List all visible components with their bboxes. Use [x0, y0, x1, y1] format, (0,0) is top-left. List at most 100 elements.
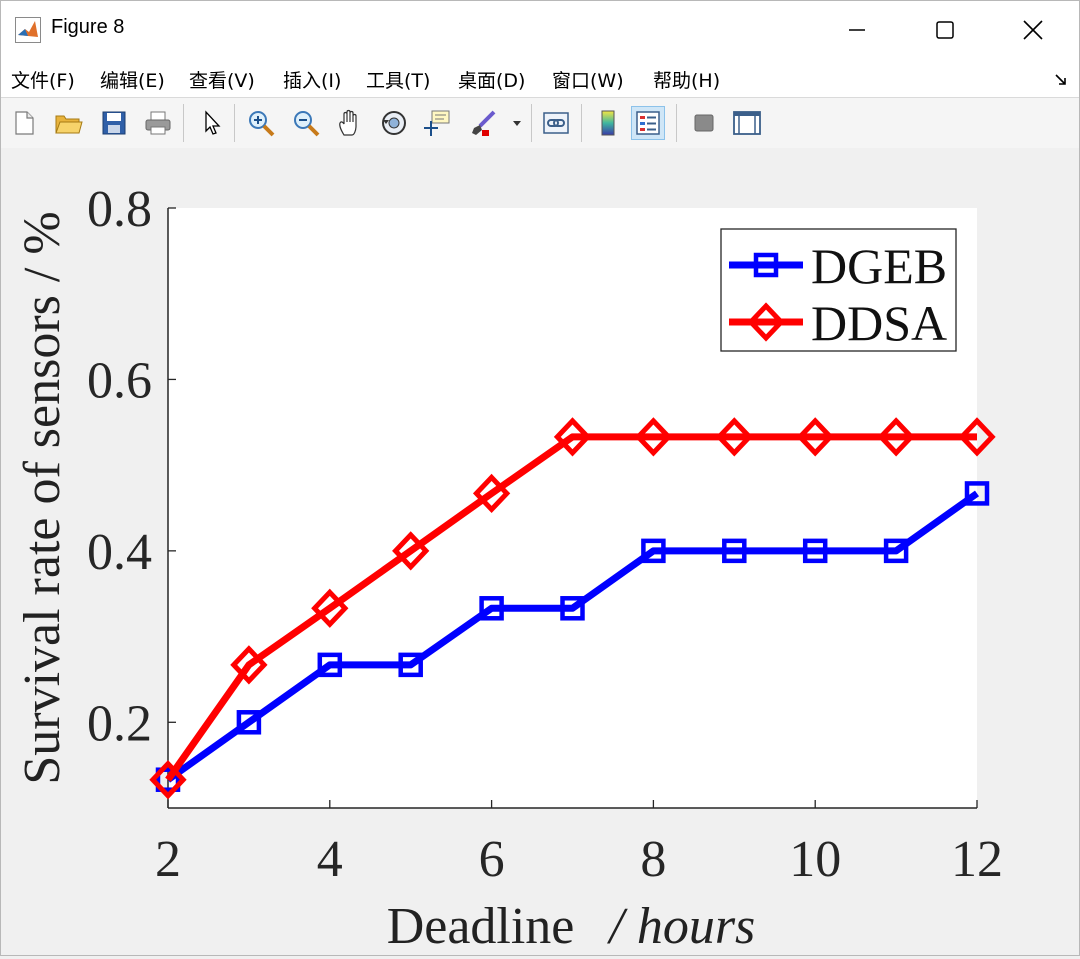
data-point-dgeb: [802, 538, 828, 564]
brush-dropdown-button[interactable]: [507, 106, 527, 140]
figure-toolbar: [1, 97, 1079, 149]
zoom-in-button[interactable]: [244, 106, 278, 140]
data-point-dgeb: [155, 767, 181, 792]
menu-window[interactable]: 窗口(W): [552, 70, 624, 92]
series-line-dgeb: [165, 490, 980, 783]
show-plot-tools-button[interactable]: [730, 106, 764, 140]
data-point-ddsa: [877, 417, 915, 457]
brush-icon: [472, 110, 496, 136]
minimize-button[interactable]: [813, 1, 901, 59]
save-icon: [102, 111, 126, 135]
minimize-icon: [849, 29, 865, 31]
save-button[interactable]: [97, 106, 131, 140]
data-point-ddsa: [634, 417, 673, 457]
data-point-ddsa: [958, 417, 996, 457]
data-point-dgeb: [722, 538, 747, 564]
zoom-in-icon: [249, 111, 275, 137]
print-button[interactable]: [141, 106, 175, 140]
pan-hand-icon: [339, 109, 357, 136]
data-point-ddsa: [392, 531, 430, 571]
y-tick-label: 0.2: [87, 695, 152, 752]
data-point-ddsa: [553, 417, 592, 457]
legend-label: DGEB: [811, 238, 947, 294]
x-tick-label: 4: [317, 831, 343, 888]
menu-insert[interactable]: 插入(I): [283, 70, 342, 92]
data-point-dgeb: [398, 652, 423, 678]
matlab-logo-icon: [15, 17, 41, 43]
close-icon: [1023, 20, 1043, 40]
zoom-out-icon: [294, 111, 320, 137]
y-axis-label: Survival rate of sensors / %: [14, 211, 71, 784]
link-plot-icon: [543, 112, 569, 134]
x-tick-label: 6: [479, 831, 505, 888]
maximize-button[interactable]: [901, 1, 989, 59]
legend-marker: [747, 302, 785, 342]
x-tick-label: 2: [155, 831, 181, 888]
menu-desktop[interactable]: 桌面(D): [458, 70, 526, 92]
data-point-ddsa: [230, 645, 268, 685]
data-point-dgeb: [641, 538, 666, 564]
colorbar-button[interactable]: [591, 106, 625, 140]
legend-item-ddsa[interactable]: DDSA: [729, 295, 947, 351]
hide-plot-tools-button[interactable]: [687, 106, 721, 140]
colorbar-icon: [601, 110, 615, 136]
data-point-dgeb: [479, 596, 504, 621]
toolbar-separator: [183, 104, 184, 142]
series-line-ddsa: [165, 433, 977, 782]
x-tick-label: 12: [951, 831, 1003, 888]
series-dgeb: [155, 481, 990, 792]
x-tick-label: 8: [640, 831, 666, 888]
new-figure-button[interactable]: [7, 106, 41, 140]
data-point-dgeb: [236, 710, 262, 735]
maximize-icon: [936, 21, 954, 39]
close-button[interactable]: [989, 1, 1077, 59]
toolbar-separator: [581, 104, 582, 142]
menu-view[interactable]: 查看(V): [189, 70, 255, 92]
menu-bar: 文件(F) 编辑(E) 查看(V) 插入(I) 工具(T) 桌面(D) 窗口(W…: [1, 59, 1079, 97]
data-cursor-button[interactable]: [421, 106, 455, 140]
toolbar-separator: [531, 104, 532, 142]
legend-label: DDSA: [811, 295, 947, 351]
pointer-button[interactable]: [194, 106, 228, 140]
window-title: Figure 8: [51, 16, 125, 38]
link-plot-button[interactable]: [539, 106, 573, 140]
y-tick-label: 0.4: [87, 524, 152, 581]
legend-button[interactable]: [631, 106, 665, 140]
data-point-ddsa: [311, 588, 349, 628]
zoom-out-button[interactable]: [289, 106, 323, 140]
data-point-ddsa: [472, 473, 511, 514]
data-point-dgeb: [964, 481, 990, 506]
data-point-dgeb: [560, 596, 585, 621]
legend-icon: [636, 111, 660, 135]
print-icon: [145, 111, 171, 135]
title-bar[interactable]: Figure 8: [1, 1, 1079, 59]
pointer-icon: [205, 110, 221, 135]
legend-marker: [753, 252, 779, 278]
brush-button[interactable]: [466, 106, 500, 140]
new-figure-icon: [15, 111, 34, 135]
legend-item-dgeb[interactable]: DGEB: [729, 238, 947, 294]
data-point-dgeb: [317, 652, 343, 678]
y-tick-label: 0.6: [87, 352, 152, 409]
y-tick-label: 0.8: [87, 181, 152, 238]
toolbar-separator: [234, 104, 235, 142]
menu-help[interactable]: 帮助(H): [653, 70, 721, 92]
open-file-button[interactable]: [51, 106, 85, 140]
menu-edit[interactable]: 编辑(E): [100, 70, 165, 92]
pan-button[interactable]: [333, 106, 367, 140]
series-ddsa: [149, 417, 996, 800]
data-cursor-icon: [424, 110, 450, 136]
menu-tools[interactable]: 工具(T): [366, 70, 431, 92]
menu-file[interactable]: 文件(F): [11, 70, 75, 92]
toolbar-separator: [676, 104, 677, 142]
rotate-3d-button[interactable]: [377, 106, 411, 140]
data-point-ddsa: [149, 760, 187, 800]
open-file-icon: [55, 115, 83, 134]
x-tick-label: 10: [789, 831, 841, 888]
dock-arrow-icon[interactable]: [1053, 71, 1069, 87]
data-point-dgeb: [883, 538, 909, 564]
figure-canvas[interactable]: 2 4 6 8 10 12 0.2 0.4 0.6 0.8 DGEB DDSA Deadline /…: [1, 148, 1079, 955]
brush-dropdown-icon: [513, 121, 521, 126]
